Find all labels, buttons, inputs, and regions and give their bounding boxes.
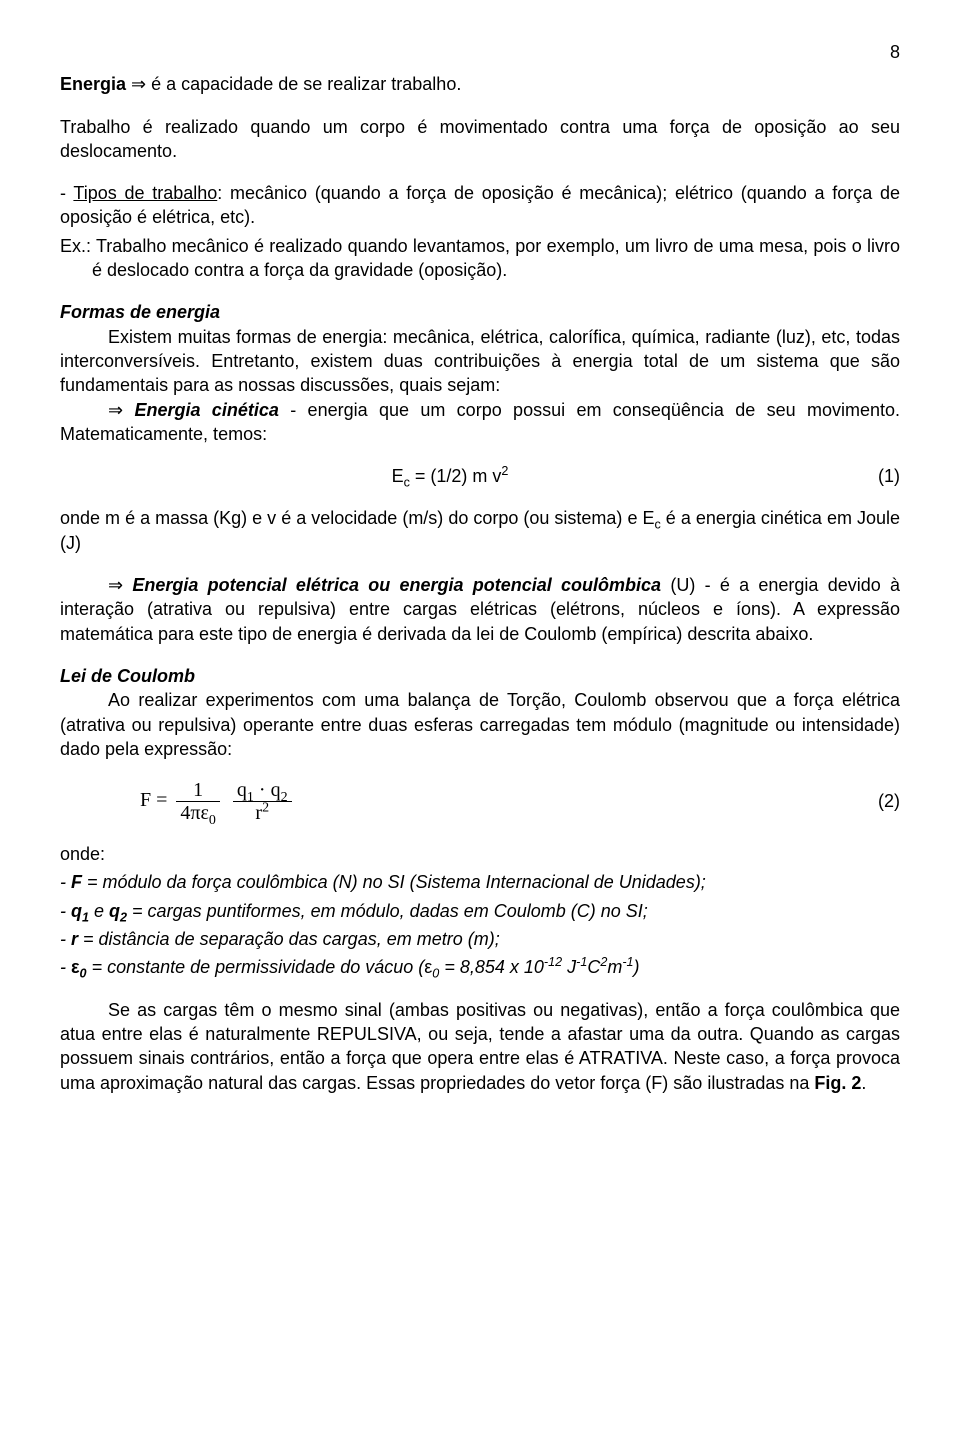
text: m [607, 957, 622, 977]
sub: 0 [209, 813, 216, 828]
text: - [60, 957, 71, 977]
term-tipos-trabalho: Tipos de trabalho [73, 183, 217, 203]
para-energia-def: Energia ⇒ é a capacidade de se realizar … [60, 72, 900, 96]
sub: 0 [80, 967, 87, 981]
text: = cargas puntiformes, em módulo, dadas e… [127, 901, 648, 921]
text: é a capacidade de se realizar trabalho. [151, 74, 461, 94]
fraction-2-den: r2 [233, 802, 292, 824]
para-tipos-trabalho: - Tipos de trabalho: mecânico (quando a … [60, 181, 900, 230]
text: onde m é a massa (Kg) e v é a velocidade… [60, 508, 654, 528]
equation-1-body: Ec = (1/2) m v2 [60, 464, 840, 488]
fraction-2: q1 · q2 r2 [233, 779, 292, 824]
text: ) [634, 957, 640, 977]
arrow-icon: ⇒ [108, 400, 134, 420]
text: = constante de permissividade do vácuo ( [87, 957, 425, 977]
text: - [60, 183, 73, 203]
def-r: - r = distância de separação das cargas,… [60, 927, 900, 951]
text: ⇒ [126, 74, 151, 94]
var-q2: q2 [109, 901, 127, 921]
text: - [60, 929, 71, 949]
eq-var-F: F [140, 789, 151, 811]
eq-equals: = [151, 789, 172, 811]
equation-2: F = 1 4πε0 q1 · q2 r2 (2) [60, 779, 900, 824]
text: C [587, 957, 600, 977]
var-r: r [71, 929, 78, 949]
text: q [237, 779, 247, 801]
onde-label: onde: [60, 842, 900, 866]
term-energia: Energia [60, 74, 126, 94]
section-lei-coulomb: Lei de Coulomb Ao realizar experimentos … [60, 664, 900, 761]
fig-ref: Fig. 2 [814, 1073, 861, 1093]
heading-lei-coulomb: Lei de Coulomb [60, 666, 195, 686]
text: - [60, 901, 71, 921]
fraction-2-num: q1 · q2 [233, 779, 292, 802]
text: Se as cargas têm o mesmo sinal (ambas po… [60, 1000, 900, 1093]
text: J [562, 957, 576, 977]
var-eps0: ε0 [71, 957, 87, 977]
sub: 2 [120, 910, 127, 924]
text: q [271, 779, 281, 801]
sub: 1 [247, 790, 254, 805]
text: - [60, 872, 71, 892]
eq-sup: 2 [501, 464, 508, 478]
text: . [861, 1073, 866, 1093]
var-q1: q1 [71, 901, 89, 921]
text: = módulo da força coulômbica (N) no SI (… [82, 872, 706, 892]
page-number: 8 [60, 40, 900, 64]
para-energia-potencial: ⇒ Energia potencial elétrica ou energia … [60, 573, 900, 646]
para-trabalho-def: Trabalho é realizado quando um corpo é m… [60, 115, 900, 164]
text: Ao realizar experimentos com uma balança… [60, 688, 900, 761]
arrow-icon: ⇒ [108, 575, 132, 595]
def-eps: - ε0 = constante de permissividade do vá… [60, 955, 900, 979]
heading-formas-energia: Formas de energia [60, 302, 220, 322]
fraction-1-den: 4πε0 [176, 802, 220, 824]
equation-2-number: (2) [840, 789, 900, 813]
text: e [89, 901, 109, 921]
text: ε [71, 957, 80, 977]
equation-2-body: F = 1 4πε0 q1 · q2 r2 [60, 779, 840, 824]
term-energia-cinetica: Energia cinética [134, 400, 278, 420]
sup: -1 [576, 955, 587, 969]
text: Existem muitas formas de energia: mecâni… [60, 325, 900, 398]
text: 4πε [180, 802, 209, 824]
text: q [71, 901, 82, 921]
text: q [109, 901, 120, 921]
term-energia-potencial: Energia potencial elétrica ou energia po… [132, 575, 661, 595]
sub: 1 [82, 910, 89, 924]
fraction-1: 1 4πε0 [176, 779, 220, 824]
equation-1-number: (1) [840, 464, 900, 488]
eq-var: E [392, 466, 404, 486]
sup: 2 [262, 800, 269, 815]
eq-rhs: = (1/2) m v [410, 466, 502, 486]
fraction-1-num: 1 [176, 779, 220, 802]
para-final: Se as cargas têm o mesmo sinal (ambas po… [60, 998, 900, 1095]
dot: · [254, 779, 271, 801]
equation-1: Ec = (1/2) m v2 (1) [60, 464, 900, 488]
def-q: - q1 e q2 = cargas puntiformes, em módul… [60, 899, 900, 923]
var-F: F [71, 872, 82, 892]
sup: -12 [544, 955, 562, 969]
para-eq1-explain: onde m é a massa (Kg) e v é a velocidade… [60, 506, 900, 555]
text: = distância de separação das cargas, em … [78, 929, 500, 949]
para-exemplo: Ex.: Trabalho mecânico é realizado quand… [60, 234, 900, 283]
sub: 2 [281, 790, 288, 805]
text: = 8,854 x 10 [439, 957, 544, 977]
sup: -1 [622, 955, 633, 969]
para-energia-cinetica: ⇒ Energia cinética - energia que um corp… [60, 398, 900, 447]
def-F: - F = módulo da força coulômbica (N) no … [60, 870, 900, 894]
section-formas-energia: Formas de energia Existem muitas formas … [60, 300, 900, 446]
